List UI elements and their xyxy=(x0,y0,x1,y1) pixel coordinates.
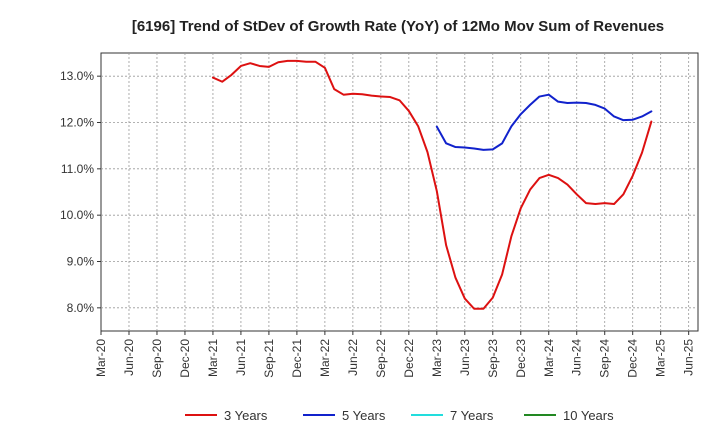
y-tick-label: 13.0% xyxy=(60,69,94,83)
x-tick-label: Dec-22 xyxy=(402,339,416,378)
legend-label-5-years: 5 Years xyxy=(342,408,386,423)
plot-area xyxy=(100,52,699,332)
x-tick-label: Jun-25 xyxy=(682,339,696,376)
x-tick-label: Dec-20 xyxy=(178,339,192,378)
y-tick-label: 11.0% xyxy=(61,162,94,176)
y-tick-label: 9.0% xyxy=(67,255,95,269)
y-tick-label: 10.0% xyxy=(60,208,94,222)
legend-label-3-years: 3 Years xyxy=(224,408,268,423)
x-tick-label: Sep-23 xyxy=(486,339,500,378)
x-tick-label: Sep-22 xyxy=(374,339,388,378)
x-tick-label: Mar-21 xyxy=(206,339,220,377)
x-tick-label: Sep-21 xyxy=(262,339,276,378)
x-tick-label: Sep-20 xyxy=(150,339,164,378)
series-lines xyxy=(211,59,653,310)
legend: 3 Years 5 Years 7 Years 10 Years xyxy=(185,408,614,423)
x-tick-label: Jun-24 xyxy=(570,339,584,376)
legend-label-10-years: 10 Years xyxy=(563,408,614,423)
x-tick-label: Dec-24 xyxy=(626,339,640,378)
x-tick-label: Mar-23 xyxy=(430,339,444,377)
y-tick-label: 8.0% xyxy=(67,301,95,315)
x-tick-label: Dec-21 xyxy=(290,339,304,378)
y-axis: 8.0% 9.0% 10.0% 11.0% 12.0% 13.0% xyxy=(60,69,101,315)
x-tick-label: Mar-25 xyxy=(654,339,668,377)
x-axis: Mar-20 Jun-20 Sep-20 Dec-20 Mar-21 Jun-21 Sep-… xyxy=(94,331,696,378)
legend-label-7-years: 7 Years xyxy=(450,408,494,423)
x-tick-label: Mar-24 xyxy=(542,339,556,377)
grid xyxy=(101,53,698,331)
series-line-3-years xyxy=(211,59,653,310)
x-tick-label: Mar-20 xyxy=(94,339,108,377)
x-tick-label: Jun-22 xyxy=(346,339,360,376)
x-tick-label: Jun-20 xyxy=(122,339,136,376)
x-tick-label: Jun-21 xyxy=(234,339,248,376)
x-tick-label: Sep-24 xyxy=(598,339,612,378)
series-line-5-years xyxy=(435,93,653,151)
x-tick-label: Jun-23 xyxy=(458,339,472,376)
x-tick-label: Mar-22 xyxy=(318,339,332,377)
x-tick-label: Dec-23 xyxy=(514,339,528,378)
chart-title: [6196] Trend of StDev of Growth Rate (Yo… xyxy=(132,18,664,35)
y-tick-label: 12.0% xyxy=(60,116,94,130)
